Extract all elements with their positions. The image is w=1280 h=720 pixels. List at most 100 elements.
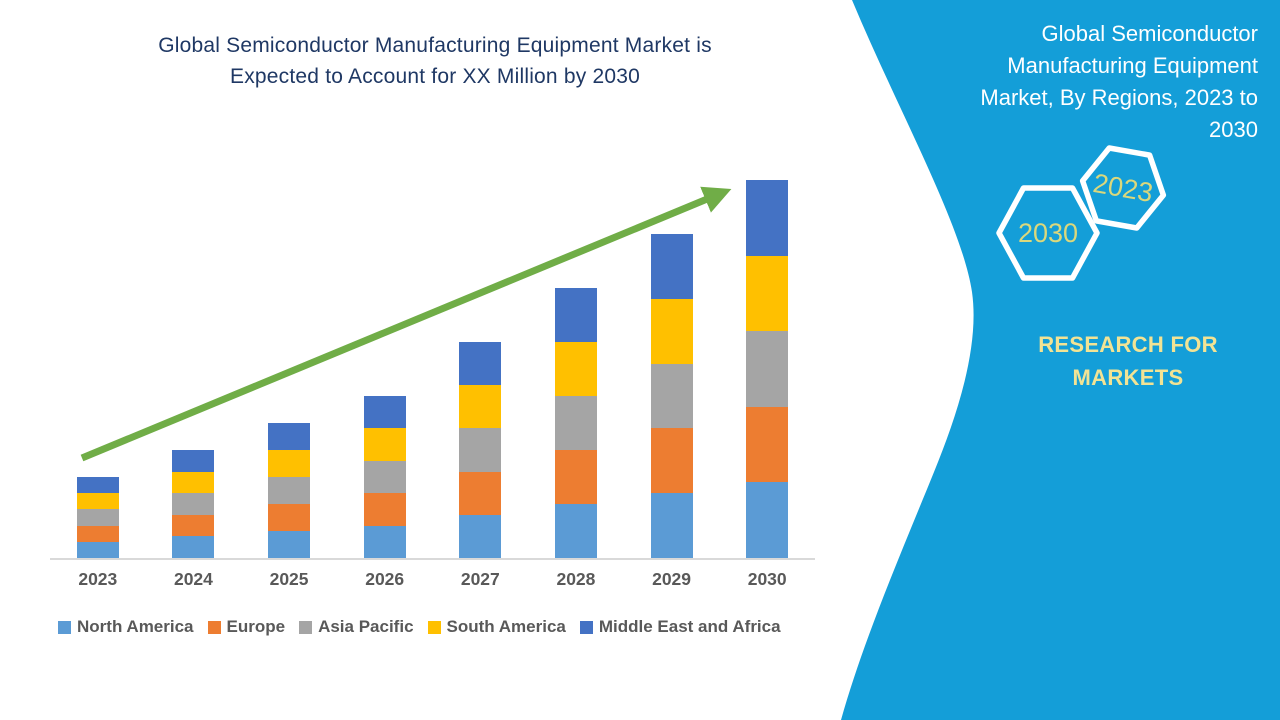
bar-segment-2029-europe [650,428,693,494]
stacked-bar-2024 [172,450,215,558]
x-axis-label-2025: 2025 [269,569,309,589]
bar-segment-2025-south-america [268,450,311,477]
page-title-line-2: Expected to Account for XX Million by 20… [230,65,640,88]
bar-slot-2023 [50,120,146,558]
bar-segment-2025-europe [268,504,311,531]
side-panel-title-line-1: Global Semiconductor [1041,21,1258,46]
x-axis-label-2027: 2027 [460,569,500,589]
legend-item-north-america: North America [58,617,194,637]
bar-segment-2030-north-america [746,482,789,558]
bar-slot-2028 [528,120,624,558]
legend-label: Middle East and Africa [598,617,781,636]
bar-slot-2027 [433,120,529,558]
bar-segment-2026-asia-pacific [363,460,406,494]
page-title: Global Semiconductor Manufacturing Equip… [40,30,830,92]
bar-segment-2024-middle-east-and-africa [172,450,215,472]
side-panel-title-line-2: Manufacturing Equipment [1007,53,1258,78]
side-panel-title-line-4: 2030 [1209,117,1258,142]
page-title-line-1: Global Semiconductor Manufacturing Equip… [158,34,712,57]
legend-label: Europe [226,617,286,636]
bar-segment-2027-middle-east-and-africa [459,342,502,386]
bar-segment-2027-south-america [459,385,502,429]
bar-segment-2027-north-america [459,514,502,558]
bar-slot-2029 [624,120,720,558]
legend-swatch-icon [427,620,441,634]
bar-segment-2023-middle-east-and-africa [76,477,119,494]
bar-slot-2030 [719,120,815,558]
x-axis-label-2026: 2026 [365,569,405,589]
bar-segment-2025-asia-pacific [268,477,311,504]
bar-segment-2030-asia-pacific [746,331,789,407]
legend-label: South America [446,617,566,636]
bar-slot-2024 [146,120,242,558]
bar-plot [50,120,815,560]
legend-item-south-america: South America [427,617,566,637]
bar-segment-2028-south-america [554,342,597,396]
legend-label: Asia Pacific [318,617,414,636]
bar-segment-2029-asia-pacific [650,363,693,429]
hexagon-2023-outline [1079,145,1167,231]
legend-item-middle-east-and-africa: Middle East and Africa [579,617,781,637]
stacked-bar-2026 [363,396,406,558]
stacked-bar-2027 [459,342,502,558]
bar-segment-2025-middle-east-and-africa [268,423,311,450]
x-axis-label-2030: 2030 [747,569,787,589]
bar-segment-2028-middle-east-and-africa [554,288,597,342]
bar-segment-2026-europe [363,493,406,526]
side-panel-title-line-3: Market, By Regions, 2023 to [980,85,1258,110]
hexagon-2030-label: 2030 [1018,218,1078,248]
bar-segment-2029-middle-east-and-africa [650,234,693,299]
bar-segment-2024-europe [172,514,215,537]
bar-segment-2024-south-america [172,471,215,494]
bar-segment-2024-north-america [172,536,215,558]
bar-segment-2023-south-america [76,493,119,510]
x-axis-label-2024: 2024 [173,569,213,589]
bar-segment-2028-asia-pacific [554,396,597,450]
stacked-bar-2029 [650,234,693,558]
bar-segment-2030-middle-east-and-africa [746,180,789,256]
bar-segment-2026-north-america [363,525,406,558]
legend-swatch-icon [207,620,221,634]
legend-swatch-icon [299,620,313,634]
bar-segment-2030-south-america [746,255,789,332]
stacked-bar-2025 [268,423,311,558]
hexagon-2030: 2030 [996,185,1100,281]
legend-swatch-icon [579,620,593,634]
brand-line-1: RESEARCH FOR [1038,332,1218,357]
bar-segment-2029-north-america [650,493,693,558]
bar-segment-2026-middle-east-and-africa [363,396,406,429]
x-axis-label-2023: 2023 [78,569,118,589]
brand-text: RESEARCH FOR MARKETS [1000,328,1256,394]
bar-slot-2026 [337,120,433,558]
bar-segment-2024-asia-pacific [172,493,215,515]
hexagon-2030-outline [996,185,1100,281]
legend-swatch-icon [58,620,71,634]
hexagon-badges: 2023 2030 [996,145,1167,281]
legend-item-asia-pacific: Asia Pacific [299,617,414,637]
bar-segment-2023-north-america [76,541,119,558]
bar-segment-2030-europe [746,406,789,483]
chart-legend: North America Europe Asia Pacific South Ame… [58,617,781,637]
stacked-bar-2028 [554,288,597,558]
bar-segment-2027-asia-pacific [459,428,502,472]
bar-slot-2025 [241,120,337,558]
bar-segment-2028-north-america [554,504,597,558]
x-axis-label-2029: 2029 [652,569,692,589]
stacked-bar-2023 [76,477,119,558]
x-axis-label-2028: 2028 [556,569,596,589]
stacked-bar-chart: 2023 2024 2025 2026 2027 2028 2029 2030 [50,120,815,590]
bar-segment-2023-europe [76,525,119,542]
bar-segment-2025-north-america [268,531,311,558]
legend-label: North America [77,617,194,636]
side-panel-title: Global Semiconductor Manufacturing Equip… [950,18,1258,146]
legend-item-europe: Europe [207,617,286,637]
bar-segment-2029-south-america [650,298,693,364]
bar-segment-2023-asia-pacific [76,509,119,526]
stacked-bar-2030 [746,180,789,558]
bar-segment-2026-south-america [363,428,406,461]
bar-segment-2028-europe [554,450,597,504]
bar-segment-2027-europe [459,471,502,515]
hexagon-2023-label: 2023 [1091,168,1155,208]
brand-line-2: MARKETS [1072,365,1184,390]
